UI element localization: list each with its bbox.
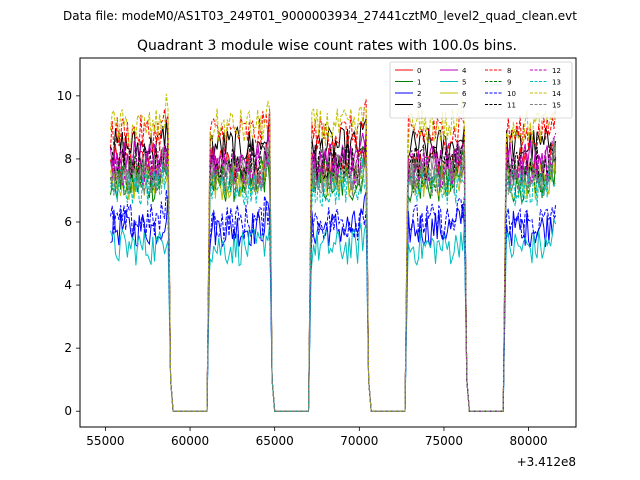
y-tick-label: 8 bbox=[64, 152, 72, 166]
legend-box bbox=[389, 61, 573, 119]
legend-label-4: 4 bbox=[462, 67, 467, 75]
legend-label-3: 3 bbox=[417, 102, 421, 110]
y-tick-label: 2 bbox=[64, 341, 72, 355]
y-tick-label: 4 bbox=[64, 278, 72, 292]
legend-label-5: 5 bbox=[462, 79, 466, 87]
legend-label-1: 1 bbox=[417, 79, 421, 87]
legend-label-14: 14 bbox=[552, 90, 561, 98]
series-line-5 bbox=[110, 219, 557, 412]
legend-label-10: 10 bbox=[507, 90, 516, 98]
series-line-12 bbox=[110, 131, 557, 412]
y-tick-label: 6 bbox=[64, 215, 72, 229]
x-tick-label: 75000 bbox=[425, 434, 463, 448]
series-line-14 bbox=[110, 93, 557, 412]
series-line-10 bbox=[110, 189, 557, 412]
x-tick-label: 55000 bbox=[86, 434, 124, 448]
legend-label-9: 9 bbox=[507, 79, 511, 87]
legend-label-0: 0 bbox=[417, 67, 421, 75]
x-tick-label: 60000 bbox=[171, 434, 209, 448]
x-offset-label: +3.412e8 bbox=[517, 455, 576, 469]
legend-label-11: 11 bbox=[507, 102, 516, 110]
x-axis: 55000 60000 65000 70000 75000 80000 bbox=[86, 427, 548, 448]
series-line-13 bbox=[110, 156, 557, 412]
series-line-1 bbox=[110, 149, 557, 412]
legend-label-6: 6 bbox=[462, 90, 467, 98]
chart-suptitle: Data file: modeM0/AS1T03_249T01_90000039… bbox=[63, 9, 577, 23]
plot-lines bbox=[110, 93, 557, 412]
legend-label-8: 8 bbox=[507, 67, 511, 75]
y-axis: 0 2 4 6 8 10 bbox=[57, 89, 80, 418]
legend-label-13: 13 bbox=[552, 79, 561, 87]
legend-label-12: 12 bbox=[552, 67, 561, 75]
legend-label-2: 2 bbox=[417, 90, 421, 98]
x-tick-label: 65000 bbox=[256, 434, 294, 448]
series-line-6 bbox=[110, 144, 557, 412]
x-tick-label: 80000 bbox=[510, 434, 548, 448]
y-tick-label: 10 bbox=[57, 89, 72, 103]
axes-frame bbox=[79, 57, 577, 428]
y-tick-label: 0 bbox=[64, 404, 72, 418]
legend-label-15: 15 bbox=[552, 102, 561, 110]
x-tick-label: 70000 bbox=[340, 434, 378, 448]
legend-label-7: 7 bbox=[462, 102, 466, 110]
chart-title: Quadrant 3 module wise count rates with … bbox=[137, 38, 517, 54]
